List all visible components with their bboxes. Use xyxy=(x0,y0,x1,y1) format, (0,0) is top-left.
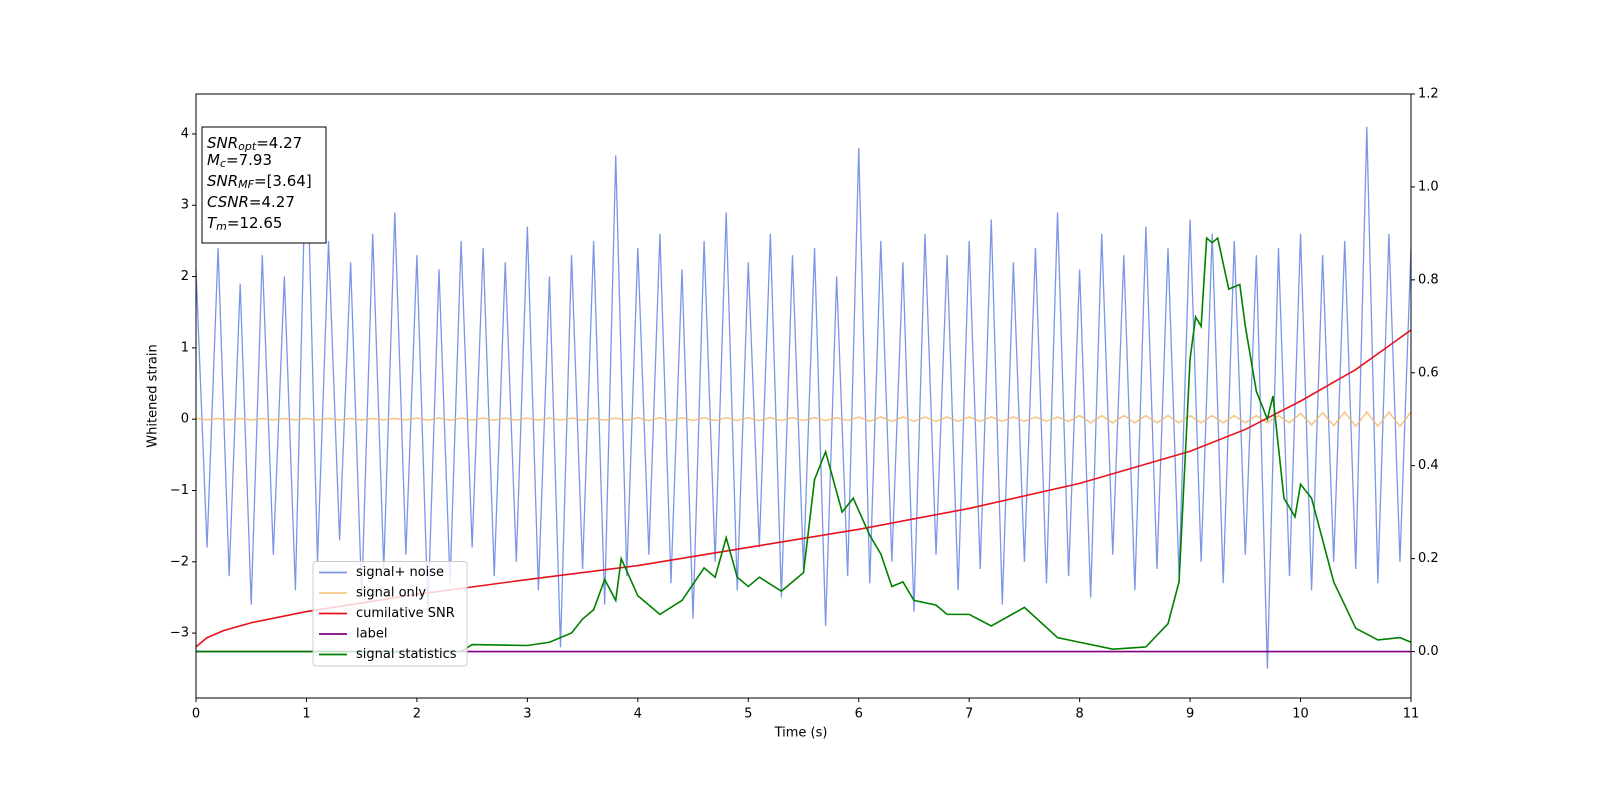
legend: signal+ noise signal only cumilative SNR la… xyxy=(312,561,468,667)
y2-tick-label: 0.8 xyxy=(1418,272,1439,287)
legend-label: cumilative SNR xyxy=(356,606,455,621)
annotation-rest: =[3.64] xyxy=(254,172,312,190)
x-tick-label: 0 xyxy=(192,707,200,722)
y-axis-label: Whitened strain xyxy=(146,344,161,447)
annotation: SNRopt=4.27Mc=7.93SNRMF=[3.64]CSNR=4.27T… xyxy=(201,126,327,244)
y2-tick-label: 1.0 xyxy=(1418,179,1439,194)
legend-label: signal+ noise xyxy=(356,565,444,580)
annotation-rest: =4.27 xyxy=(249,193,295,211)
x-tick-label: 5 xyxy=(744,707,752,722)
y2-tick-label: 0.4 xyxy=(1418,458,1439,473)
annotation-box xyxy=(201,126,327,244)
y2-tick-label: 1.2 xyxy=(1418,87,1439,102)
x-tick-label: 8 xyxy=(1075,707,1083,722)
y-tick-label: 2 xyxy=(181,269,189,284)
y2-tick-label: 0.2 xyxy=(1418,551,1439,566)
x-tick-label: 2 xyxy=(413,707,421,722)
annotation-line: SNRopt=4.27 xyxy=(207,134,302,154)
annotation-line: CSNR=4.27 xyxy=(207,193,295,211)
x-tick-label: 1 xyxy=(302,707,310,722)
axes-frame xyxy=(195,93,1412,699)
y-tick-label: 4 xyxy=(181,126,189,141)
annotation-sub: MF xyxy=(238,178,254,191)
annotation-rest: =7.93 xyxy=(226,151,272,169)
x-tick-label: 10 xyxy=(1292,707,1309,722)
annotation-base: SNR xyxy=(207,134,238,152)
y-tick-label: −2 xyxy=(170,554,189,569)
x-tick-label: 11 xyxy=(1403,707,1420,722)
legend-label: label xyxy=(356,627,387,642)
series-line xyxy=(196,329,1411,648)
annotation-base: SNR xyxy=(207,172,238,190)
annotation-sub: opt xyxy=(238,140,257,153)
y2-tick-label: 0.6 xyxy=(1418,365,1439,380)
annotation-rest: =12.65 xyxy=(227,214,283,232)
annotation-line: Tm=12.65 xyxy=(207,214,282,234)
x-tick-label: 4 xyxy=(634,707,642,722)
annotation-sub: m xyxy=(216,220,227,233)
annotation-line: SNRMF=[3.64] xyxy=(207,172,312,192)
x-tick-label: 7 xyxy=(965,707,973,722)
annotation-rest: =4.27 xyxy=(256,134,302,152)
annotation-sub: c xyxy=(220,157,226,170)
legend-label: signal statistics xyxy=(356,647,457,662)
series-line xyxy=(196,410,1411,428)
annotation-line: Mc=7.93 xyxy=(207,151,272,171)
annotation-base: T xyxy=(207,214,218,232)
x-tick-label: 6 xyxy=(855,707,863,722)
series-line xyxy=(196,236,1411,653)
y-tick-label: −1 xyxy=(170,483,189,498)
annotation-base: CSNR xyxy=(207,193,249,211)
x-axis-label: Time (s) xyxy=(774,726,828,741)
legend-label: signal only xyxy=(356,586,426,601)
y-tick-label: 1 xyxy=(181,340,189,355)
x-tick-label: 9 xyxy=(1186,707,1194,722)
annotation-base: M xyxy=(207,151,220,169)
x-tick-label: 3 xyxy=(523,707,531,722)
y2-tick-label: 0.0 xyxy=(1418,644,1439,659)
y-tick-label: −3 xyxy=(170,626,189,641)
legend-box xyxy=(312,561,468,667)
y-tick-label: 0 xyxy=(181,412,189,427)
y-tick-label: 3 xyxy=(181,198,189,213)
